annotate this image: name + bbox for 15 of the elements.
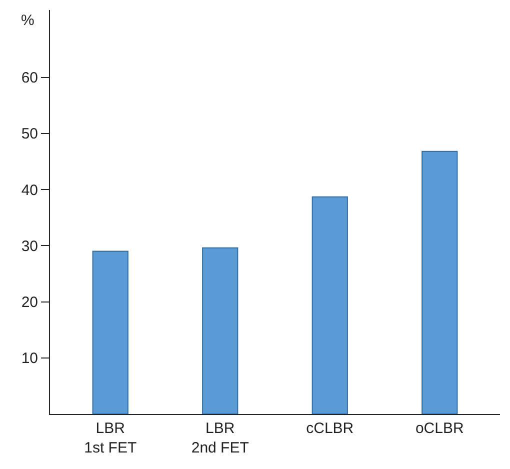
bar [312, 196, 348, 414]
y-tick-label: 50 [21, 126, 38, 143]
y-tick-label: 60 [21, 70, 38, 87]
bar [202, 247, 238, 414]
y-tick-label: 20 [21, 294, 38, 312]
x-tick-label: cCLBR [306, 420, 354, 437]
bar [422, 150, 458, 414]
x-tick-label: LBR 2nd FET [191, 420, 249, 456]
x-tick-label: oCLBR [415, 420, 464, 437]
y-axis-title: % [21, 12, 34, 29]
y-tick-label: 10 [21, 350, 38, 368]
x-tick-label: LBR 1st FET [84, 420, 137, 456]
y-tick-label: 40 [21, 182, 38, 199]
y-tick-label: 30 [21, 238, 38, 255]
bar [92, 250, 128, 414]
